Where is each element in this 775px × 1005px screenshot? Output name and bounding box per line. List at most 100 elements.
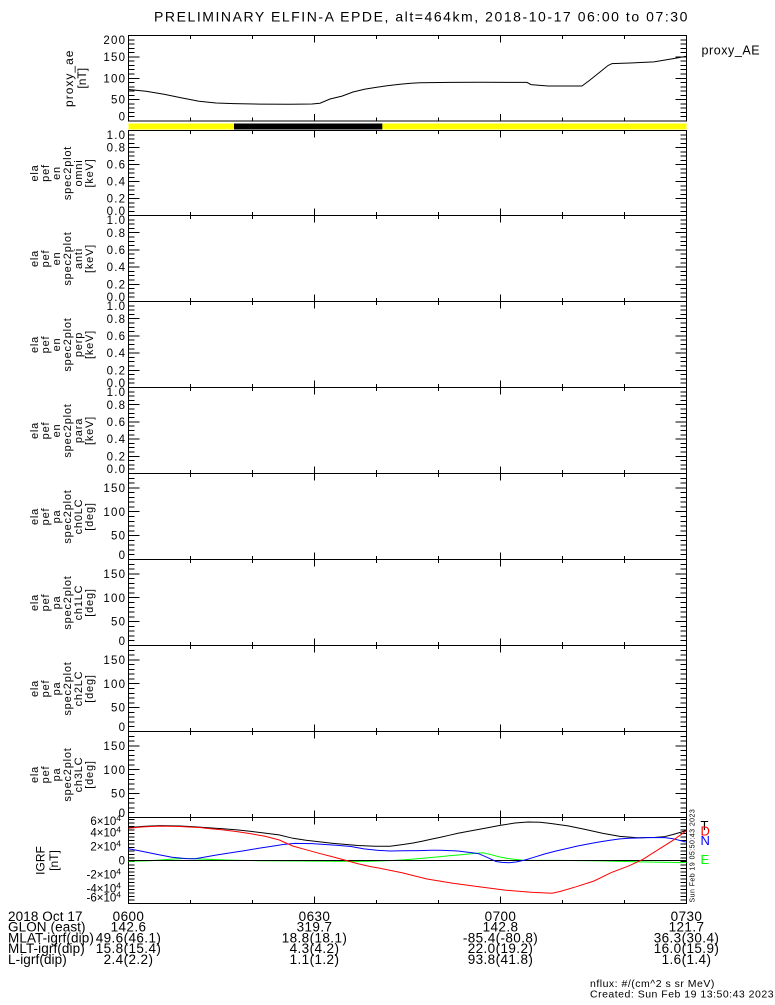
svg-text:1.6(1.4): 1.6(1.4)	[662, 952, 712, 967]
svg-text:1.1(1.2): 1.1(1.2)	[290, 952, 340, 967]
svg-text:2018 Oct 17: 2018 Oct 17	[8, 909, 83, 924]
svg-text:[nT]: [nT]	[47, 850, 61, 871]
svg-text:4×104: 4×104	[90, 825, 121, 840]
svg-text:spec2plot: spec2plot	[62, 146, 74, 200]
svg-text:0.4: 0.4	[107, 434, 127, 446]
svg-text:142.8: 142.8	[483, 920, 519, 935]
svg-text:PRELIMINARY ELFIN-A EPDE, alt=: PRELIMINARY ELFIN-A EPDE, alt=464km, 201…	[154, 9, 689, 25]
svg-text:0.4: 0.4	[107, 348, 127, 360]
svg-text:pa: pa	[51, 768, 63, 782]
svg-text:142.6: 142.6	[111, 920, 147, 935]
svg-text:ela: ela	[29, 250, 41, 267]
svg-text:121.7: 121.7	[669, 920, 705, 935]
svg-text:36.3(30.4): 36.3(30.4)	[654, 930, 720, 945]
svg-text:0: 0	[119, 856, 127, 868]
svg-text:ch2LC: ch2LC	[73, 671, 85, 707]
svg-text:-2×104: -2×104	[87, 867, 122, 882]
svg-text:0.6: 0.6	[107, 160, 127, 172]
svg-text:0600: 0600	[113, 909, 145, 924]
svg-text:0.6: 0.6	[107, 331, 127, 343]
svg-text:93.8(41.8): 93.8(41.8)	[468, 952, 534, 967]
svg-text:[keV]: [keV]	[84, 244, 96, 273]
svg-text:1.0: 1.0	[107, 301, 127, 313]
svg-text:[keV]: [keV]	[84, 158, 96, 187]
svg-text:E: E	[701, 852, 710, 867]
svg-text:0730: 0730	[671, 909, 703, 924]
svg-text:IGRF: IGRF	[34, 846, 48, 875]
svg-text:0.2: 0.2	[107, 194, 127, 206]
svg-text:6×104: 6×104	[90, 813, 121, 828]
svg-text:pa: pa	[51, 596, 63, 610]
svg-text:proxy_AE: proxy_AE	[702, 44, 761, 58]
svg-text:0: 0	[119, 808, 127, 820]
svg-text:pef: pef	[40, 164, 52, 182]
svg-text:0: 0	[119, 111, 127, 123]
svg-text:-6×104: -6×104	[87, 890, 122, 905]
svg-text:[keV]: [keV]	[84, 416, 96, 445]
svg-text:319.7: 319.7	[297, 920, 333, 935]
svg-text:0: 0	[119, 722, 127, 734]
svg-text:omni: omni	[73, 159, 85, 186]
svg-text:[nT]: [nT]	[75, 68, 89, 89]
svg-text:spec2plot: spec2plot	[62, 747, 74, 801]
svg-text:1.0: 1.0	[107, 215, 127, 227]
svg-text:18.8(18.1): 18.8(18.1)	[282, 930, 348, 945]
svg-text:ela: ela	[29, 594, 41, 611]
svg-text:MLT-igrf(dip): MLT-igrf(dip)	[8, 941, 85, 956]
svg-text:MLAT-igrf(dip): MLAT-igrf(dip)	[8, 930, 94, 945]
svg-text:-85.4(-80.8): -85.4(-80.8)	[463, 930, 538, 945]
svg-text:100: 100	[103, 73, 126, 85]
svg-text:D: D	[701, 824, 710, 839]
svg-text:15.8(15.4): 15.8(15.4)	[96, 941, 162, 956]
svg-text:0.8: 0.8	[107, 314, 127, 326]
svg-text:spec2plot: spec2plot	[62, 489, 74, 543]
svg-text:pef: pef	[40, 680, 52, 698]
svg-text:perp: perp	[73, 332, 85, 357]
svg-text:ela: ela	[29, 508, 41, 525]
svg-text:50: 50	[111, 531, 126, 543]
svg-text:150: 150	[103, 52, 126, 64]
svg-text:0630: 0630	[299, 909, 331, 924]
svg-text:0.8: 0.8	[107, 143, 127, 155]
svg-text:pef: pef	[40, 508, 52, 526]
svg-text:anti: anti	[73, 248, 85, 269]
svg-text:150: 150	[103, 741, 126, 753]
svg-text:0.4: 0.4	[107, 177, 127, 189]
svg-text:49.6(46.1): 49.6(46.1)	[96, 930, 162, 945]
svg-text:ela: ela	[29, 680, 41, 697]
svg-text:16.0(15.9): 16.0(15.9)	[654, 941, 720, 956]
svg-text:ch0LC: ch0LC	[73, 499, 85, 535]
svg-text:spec2plot: spec2plot	[62, 403, 74, 457]
svg-text:0: 0	[119, 636, 127, 648]
svg-text:-4×104: -4×104	[87, 881, 122, 896]
svg-text:0.4: 0.4	[107, 262, 127, 274]
svg-text:50: 50	[111, 617, 126, 629]
svg-text:ch3LC: ch3LC	[73, 757, 85, 793]
svg-text:spec2plot: spec2plot	[62, 231, 74, 285]
svg-text:spec2plot: spec2plot	[62, 661, 74, 715]
svg-text:en: en	[51, 166, 63, 180]
svg-text:22.0(19.2): 22.0(19.2)	[468, 941, 534, 956]
svg-text:100: 100	[103, 507, 126, 519]
svg-text:para: para	[73, 418, 85, 443]
svg-text:nflux: #/(cm^2 s sr MeV): nflux: #/(cm^2 s sr MeV)	[590, 978, 715, 990]
svg-text:0700: 0700	[485, 909, 517, 924]
svg-text:pa: pa	[51, 510, 63, 524]
svg-text:0.0: 0.0	[107, 206, 127, 218]
svg-text:0.6: 0.6	[107, 245, 127, 257]
svg-text:ela: ela	[29, 766, 41, 783]
svg-text:0: 0	[119, 550, 127, 562]
svg-text:2.4(2.2): 2.4(2.2)	[104, 952, 154, 967]
svg-text:100: 100	[103, 679, 126, 691]
svg-text:150: 150	[103, 655, 126, 667]
svg-text:T: T	[701, 818, 709, 833]
svg-text:[deg]: [deg]	[84, 502, 96, 530]
svg-text:en: en	[51, 252, 63, 266]
svg-text:4.3(4.2): 4.3(4.2)	[290, 941, 340, 956]
svg-text:1.0: 1.0	[107, 130, 127, 142]
svg-text:ela: ela	[29, 336, 41, 353]
svg-text:0.2: 0.2	[107, 451, 127, 463]
svg-text:Sun Feb 19 05:50:43 2023: Sun Feb 19 05:50:43 2023	[690, 809, 697, 903]
svg-text:0.8: 0.8	[107, 400, 127, 412]
svg-text:spec2plot: spec2plot	[62, 317, 74, 371]
